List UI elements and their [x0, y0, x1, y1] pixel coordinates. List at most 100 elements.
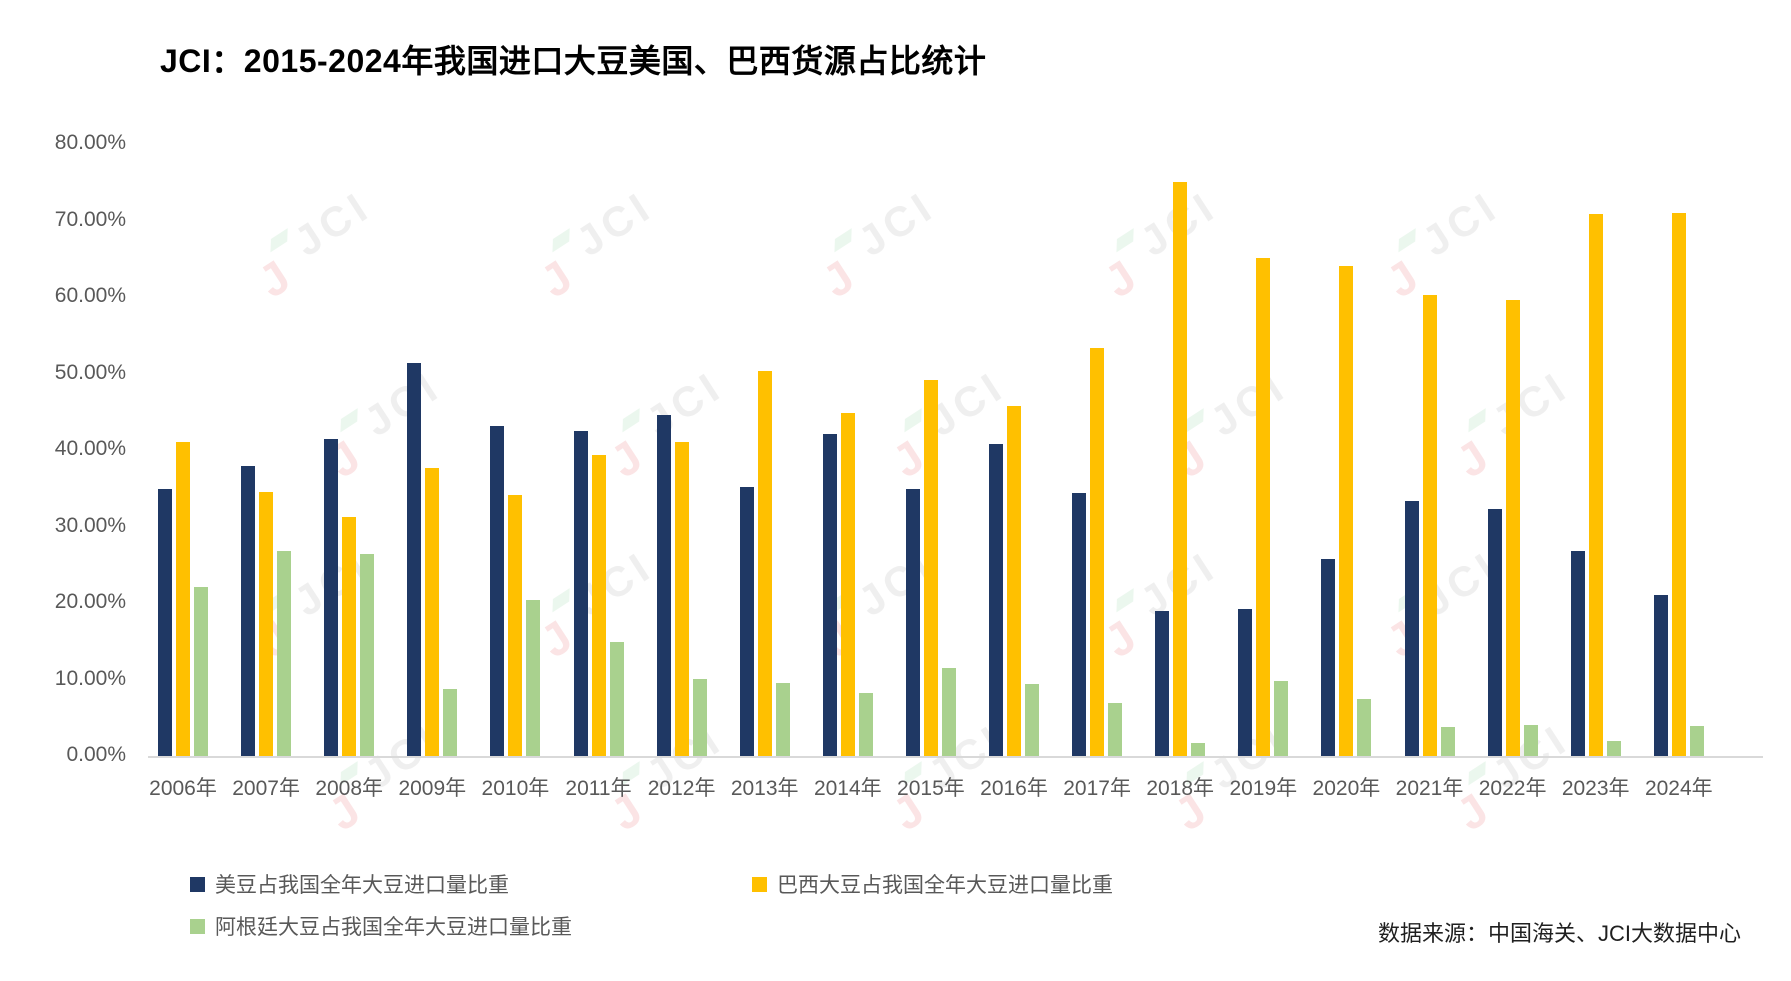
y-tick-label: 60.00%	[54, 284, 126, 307]
legend-label: 美豆占我国全年大豆进口量比重	[215, 874, 509, 897]
bar	[1072, 492, 1087, 756]
bar	[1422, 295, 1437, 756]
x-axis-label: 2023年	[1561, 777, 1630, 800]
bar	[858, 692, 873, 756]
bar-group-2022: 2022年	[1479, 144, 1546, 800]
legend-swatch-icon	[752, 876, 767, 892]
legend-label: 阿根廷大豆占我国全年大豆进口量比重	[215, 916, 572, 939]
legend-item: 美豆占我国全年大豆进口量比重	[190, 869, 509, 899]
x-axis-label: 2015年	[897, 777, 965, 800]
bar-group-2024: 2024年	[1645, 144, 1713, 800]
bar	[941, 668, 956, 756]
bar-group-2020: 2020年	[1313, 144, 1380, 800]
legend-label: 巴西大豆占我国全年大豆进口量比重	[777, 874, 1113, 897]
x-axis-label: 2017年	[1063, 777, 1131, 800]
y-tick-label: 10.00%	[54, 666, 126, 690]
bar-group-2023: 2023年	[1562, 144, 1630, 800]
legend-swatch-icon	[190, 918, 205, 934]
y-tick-label: 70.00%	[54, 207, 126, 231]
bar	[692, 678, 707, 756]
bar	[1256, 258, 1271, 756]
bar-group-2013: 2013年	[731, 144, 799, 800]
bar	[573, 430, 588, 756]
bar	[1588, 213, 1603, 756]
bar	[1671, 212, 1686, 756]
bar	[158, 489, 172, 756]
y-tick-label: 40.00%	[54, 437, 126, 460]
bar-group-2017: 2017年	[1063, 144, 1131, 800]
x-axis-label: 2008年	[315, 777, 384, 800]
x-axis-label: 2014年	[813, 777, 882, 800]
x-axis-label: 2019年	[1229, 777, 1298, 800]
x-axis-label: 2007年	[232, 777, 300, 800]
x-axis-label: 2022年	[1478, 777, 1547, 800]
source-note: 数据来源：中国海关、JCI大数据中心	[1377, 921, 1741, 946]
bar	[1523, 725, 1538, 756]
bar	[1007, 406, 1021, 756]
x-axis-label: 2010年	[481, 777, 550, 800]
bar	[1606, 740, 1621, 756]
bar	[324, 438, 339, 756]
bar	[656, 414, 671, 756]
bar	[757, 371, 772, 756]
chart-title: JCI：2015-2024年我国进口大豆美国、巴西货源占比统计	[160, 43, 987, 79]
x-axis-label: 2021年	[1395, 777, 1464, 800]
bar	[923, 380, 938, 756]
x-axis-label: 2009年	[398, 777, 467, 800]
bar	[1321, 558, 1336, 756]
bar	[1155, 611, 1170, 756]
bar	[775, 682, 790, 756]
bar	[1274, 681, 1289, 756]
bar-group-2011: 2011年	[565, 144, 632, 800]
bar	[1653, 595, 1668, 756]
bar-group-2019: 2019年	[1229, 144, 1297, 800]
bar-group-2021: 2021年	[1396, 144, 1463, 800]
bar	[425, 467, 440, 756]
bar	[1238, 609, 1253, 756]
y-tick-label: 0.00%	[66, 743, 126, 766]
bar	[407, 362, 422, 756]
legend-swatch-icon	[190, 876, 205, 892]
bar-group-2008: 2008年	[315, 144, 383, 800]
bar	[1339, 265, 1354, 756]
bar-group-2018: 2018年	[1146, 144, 1214, 800]
bar	[739, 486, 754, 756]
bar	[1025, 684, 1039, 756]
x-axis-label: 2024年	[1644, 777, 1713, 800]
y-tick-label: 30.00%	[54, 513, 126, 537]
bar	[194, 586, 208, 756]
bar	[1090, 348, 1105, 756]
bar	[241, 466, 256, 756]
x-axis-label: 2020年	[1312, 777, 1381, 800]
bar	[840, 413, 855, 756]
x-axis-label: 2016年	[980, 777, 1048, 800]
bar	[342, 517, 357, 756]
y-tick-label: 50.00%	[54, 360, 126, 384]
bar-group-2006: 2006年	[149, 144, 217, 800]
bar	[1689, 726, 1704, 756]
bar-group-2014: 2014年	[814, 144, 882, 800]
plot-area: 2006年 2007年 2008年 2009年 2010年 2011年 2012年 2013年…	[148, 144, 1763, 800]
bar	[259, 492, 274, 756]
bar-group-2010: 2010年	[482, 144, 549, 800]
bar	[1173, 181, 1188, 756]
bar	[1357, 699, 1372, 756]
bar	[176, 441, 190, 756]
x-axis-label: 2011年	[565, 777, 632, 800]
bar	[1108, 703, 1123, 756]
y-tick-label: 80.00%	[54, 131, 126, 154]
bar	[1487, 508, 1502, 756]
bar	[1505, 300, 1520, 756]
bar	[822, 433, 837, 756]
legend-item: 阿根廷大豆占我国全年大豆进口量比重	[190, 911, 572, 941]
bar	[1570, 550, 1585, 756]
bar	[443, 688, 458, 756]
x-axis-label: 2018年	[1146, 777, 1215, 800]
bar	[1191, 743, 1206, 756]
bar	[591, 455, 606, 756]
x-axis-label: 2012年	[647, 777, 716, 800]
bar-group-2009: 2009年	[398, 144, 466, 800]
x-axis-label: 2006年	[149, 777, 217, 800]
bar	[609, 642, 624, 756]
bar	[674, 442, 689, 756]
